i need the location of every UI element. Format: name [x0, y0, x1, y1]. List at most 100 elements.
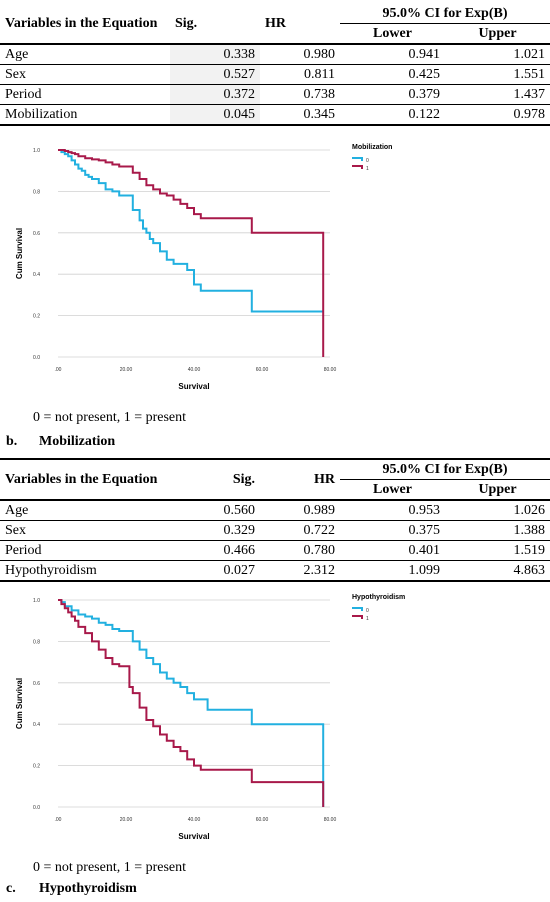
x-axis-title: Survival [178, 832, 209, 841]
header-lower: Lower [373, 25, 412, 41]
legend-title: Mobilization [352, 144, 392, 151]
header-variables: Variables in the Equation [5, 15, 158, 31]
row-upper: 1.519 [513, 542, 546, 558]
table-row: Sex 0.329 0.722 0.375 1.388 [0, 521, 550, 541]
row-sig: 0.372 [170, 84, 260, 105]
row-upper: 1.026 [513, 502, 546, 518]
caption-letter: b. [6, 434, 18, 449]
x-tick-label: 60.00 [256, 367, 269, 373]
row-name: Period [5, 86, 42, 102]
row-name: Sex [5, 522, 26, 538]
legend-label: 1 [366, 166, 369, 172]
y-tick-label: 0.0 [33, 355, 40, 361]
figure-caption: c. Hypothyroidism [6, 881, 137, 897]
x-tick-label: .00 [55, 817, 62, 823]
x-tick-label: 80.00 [324, 367, 337, 373]
row-upper: 4.863 [513, 562, 546, 578]
row-hr: 0.738 [303, 86, 336, 102]
header-ci: 95.0% CI for Exp(B) [340, 459, 550, 480]
row-hr: 0.811 [304, 66, 335, 82]
row-name: Age [5, 502, 29, 518]
header-variables: Variables in the Equation [5, 471, 158, 487]
table-row: Period 0.372 0.738 0.379 1.437 [0, 84, 550, 105]
x-tick-label: 20.00 [120, 817, 133, 823]
table-row: Mobilization 0.045 0.345 0.122 0.978 [0, 104, 550, 125]
row-sig: 0.560 [223, 502, 256, 518]
header-upper: Upper [478, 25, 517, 41]
legend-note: 0 = not present, 1 = present [33, 410, 187, 425]
y-tick-label: 0.8 [33, 189, 40, 195]
table-row: Hypothyroidism 0.027 2.312 1.099 4.863 [0, 561, 550, 581]
header-lower: Lower [373, 481, 412, 497]
cox-table-hypothyroidism: Variables in the Equation Sig. HR 95.0% … [0, 458, 550, 582]
row-lower: 0.379 [408, 86, 441, 102]
y-tick-label: 0.8 [33, 639, 40, 645]
caption-text: Hypothyroidism [39, 881, 137, 896]
legend-title: Hypothyroidism [352, 594, 405, 601]
y-tick-label: 1.0 [33, 148, 40, 154]
row-lower: 0.375 [408, 522, 441, 538]
row-lower: 0.401 [408, 542, 441, 558]
figure-caption: b. Mobilization [6, 434, 115, 450]
row-hr: 0.722 [303, 522, 336, 538]
row-hr: 2.312 [303, 562, 336, 578]
legend-swatch [352, 607, 363, 611]
table-row: Sex 0.527 0.811 0.425 1.551 [0, 64, 550, 85]
row-name: Period [5, 542, 42, 558]
row-name: Age [5, 46, 29, 62]
table-row: Age 0.560 0.989 0.953 1.026 [0, 500, 550, 521]
km-chart-hypothyroidism: 0.0 0.2 0.4 0.6 0.8 1.0 .00 20.00 40.00 60.00 80.0… [15, 594, 405, 841]
x-tick-label: 40.00 [188, 817, 201, 823]
row-name: Mobilization [5, 106, 78, 122]
legend-swatch [352, 615, 363, 619]
y-tick-label: 0.4 [33, 272, 40, 278]
x-tick-label: 60.00 [256, 817, 269, 823]
row-upper: 1.437 [513, 86, 546, 102]
row-sig: 0.466 [223, 542, 256, 558]
row-upper: 1.388 [513, 522, 546, 538]
x-axis-title: Survival [178, 382, 209, 391]
y-tick-label: 1.0 [33, 598, 40, 604]
row-sig: 0.527 [170, 64, 260, 85]
table-row: Age 0.338 0.980 0.941 1.021 [0, 44, 550, 65]
header-sig: Sig. [232, 471, 255, 487]
header-hr: HR [314, 471, 335, 487]
caption-letter: c. [6, 881, 16, 896]
row-hr: 0.989 [303, 502, 336, 518]
row-name: Hypothyroidism [5, 562, 97, 578]
km-chart-mobilization: 0.0 0.2 0.4 0.6 0.8 1.0 .00 20.00 40.00 60.00 80.0… [15, 144, 392, 391]
survival-curve-group-1 [58, 149, 325, 357]
row-lower: 0.953 [408, 502, 441, 518]
y-tick-label: 0.6 [33, 681, 40, 687]
x-tick-label: 20.00 [120, 367, 133, 373]
y-tick-label: 0.4 [33, 722, 40, 728]
header-upper: Upper [478, 481, 517, 497]
row-lower: 0.941 [408, 46, 441, 62]
survival-curve-group-1 [58, 599, 325, 807]
y-axis-title: Cum Survival [15, 678, 24, 729]
survival-curve-group-0 [58, 149, 324, 313]
x-tick-label: 40.00 [188, 367, 201, 373]
survival-curve-group-0 [58, 599, 325, 807]
x-tick-label: .00 [55, 367, 62, 373]
row-sig: 0.027 [223, 562, 256, 578]
row-sig: 0.045 [170, 104, 260, 125]
cox-table-mobilization: Variables in the Equation Sig. HR 95.0% … [0, 4, 550, 126]
legend-note: 0 = not present, 1 = present [33, 860, 187, 875]
row-hr: 0.780 [303, 542, 336, 558]
row-upper: 1.551 [513, 66, 546, 82]
y-tick-label: 0.0 [33, 805, 40, 811]
row-sig: 0.338 [170, 44, 260, 65]
table-row: Period 0.466 0.780 0.401 1.519 [0, 541, 550, 561]
header-sig: Sig. [175, 15, 198, 31]
row-lower: 0.122 [408, 106, 441, 122]
row-sig: 0.329 [223, 522, 256, 538]
y-tick-label: 0.6 [33, 231, 40, 237]
row-hr: 0.980 [303, 46, 336, 62]
row-lower: 1.099 [408, 562, 441, 578]
legend-label: 1 [366, 616, 369, 622]
header-ci: 95.0% CI for Exp(B) [340, 4, 550, 24]
row-upper: 1.021 [513, 46, 546, 62]
legend-swatch [352, 165, 363, 169]
row-hr: 0.345 [303, 106, 336, 122]
